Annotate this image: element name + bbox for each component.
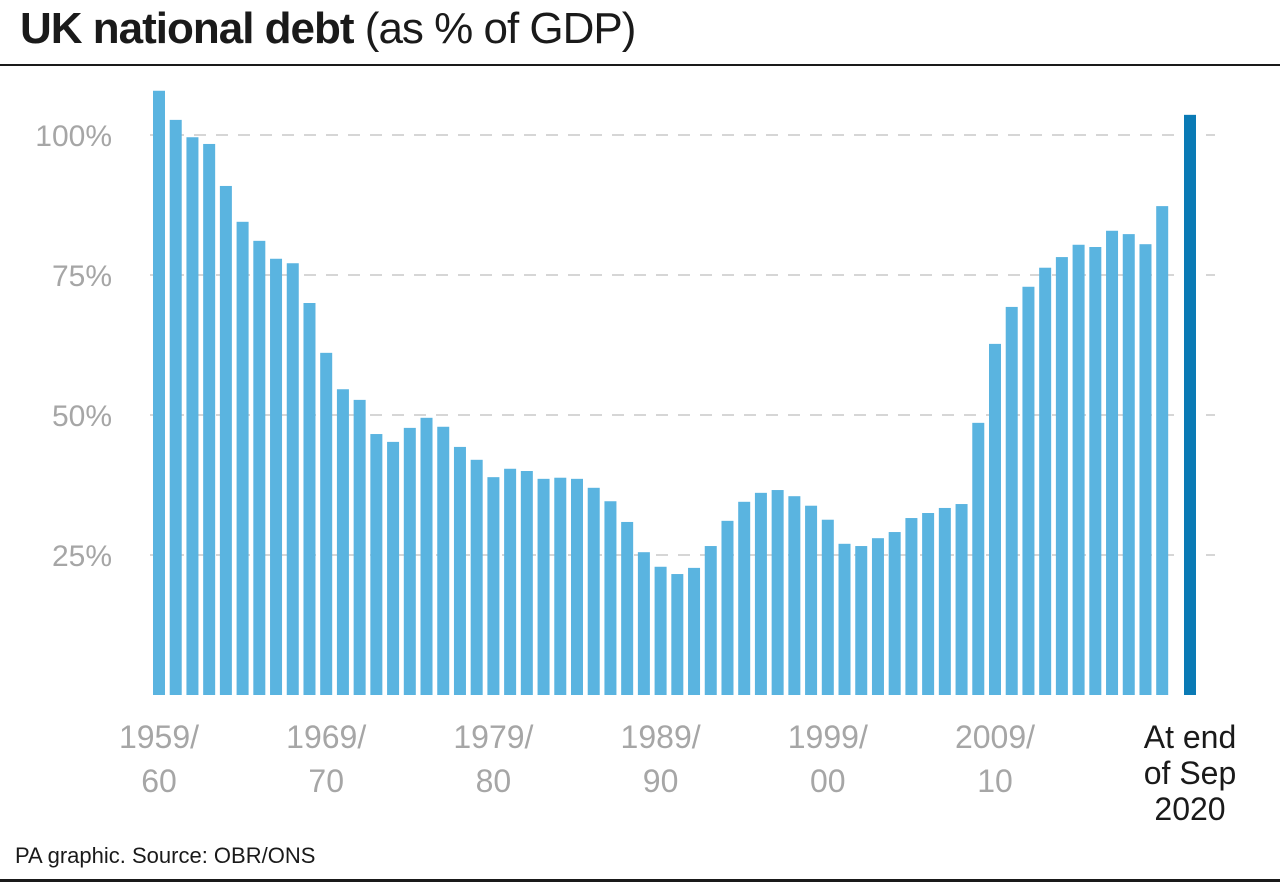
bar (688, 567, 701, 695)
x-tick-label: 80 (476, 763, 512, 799)
bar (671, 574, 684, 695)
bar (219, 185, 232, 695)
bar (587, 487, 600, 695)
bar (1089, 247, 1102, 695)
bar (888, 532, 901, 695)
title-bold: UK national debt (20, 4, 355, 53)
bar (821, 519, 834, 695)
bar (554, 477, 567, 695)
bar (387, 441, 400, 695)
bar (203, 143, 216, 695)
x-tick-label: 00 (810, 763, 846, 799)
bar (437, 426, 450, 695)
bar (353, 399, 366, 695)
bar (470, 459, 483, 695)
title-subtitle: (as % of GDP) (364, 4, 637, 53)
y-tick-label: 100% (35, 120, 112, 153)
bar (922, 513, 935, 695)
bar (1139, 244, 1152, 695)
bar (1072, 244, 1085, 695)
x-tick-label: 2009/ (955, 719, 1035, 755)
bar (253, 240, 266, 695)
bar (654, 566, 667, 695)
bar (153, 90, 165, 695)
x-tick-label: 10 (977, 763, 1013, 799)
bar (604, 501, 617, 695)
x-tick-label: 1999/ (788, 719, 868, 755)
bar (537, 478, 550, 695)
chart-title: UK national debt (as % of GDP) (20, 4, 637, 54)
bar (286, 263, 299, 695)
bar (186, 137, 199, 696)
bar (236, 221, 249, 696)
x-tick-label-highlight: of Sep (1144, 755, 1237, 791)
bar (989, 343, 1001, 695)
y-tick-label: 25% (52, 540, 112, 573)
x-tick-label: 1989/ (621, 719, 701, 755)
bar (571, 478, 583, 695)
bar (370, 434, 383, 695)
x-tick-label: 70 (308, 763, 344, 799)
bar (303, 303, 316, 695)
x-tick-label: 1969/ (286, 719, 366, 755)
bar (905, 518, 918, 695)
bar (955, 504, 968, 695)
bar (855, 546, 868, 695)
bar (453, 446, 466, 695)
bar (504, 468, 517, 695)
bar (1156, 206, 1169, 695)
bar (169, 119, 182, 695)
bar (1106, 230, 1119, 695)
bar (972, 422, 985, 695)
x-tick-label: 1959/ (119, 719, 199, 755)
bar (738, 501, 751, 695)
bar (621, 521, 634, 695)
bar (1039, 267, 1052, 695)
bar (336, 389, 349, 695)
bar (1022, 286, 1035, 695)
bar (771, 490, 784, 695)
y-tick-label: 50% (52, 400, 112, 433)
bottom-rule (0, 879, 1280, 882)
x-tick-label-highlight: At end (1144, 719, 1237, 755)
bar-highlight (1184, 114, 1196, 696)
x-tick-label: 90 (643, 763, 679, 799)
bar (805, 505, 818, 695)
bar (938, 507, 951, 695)
y-tick-label: 75% (52, 260, 112, 293)
x-tick-label: 60 (141, 763, 177, 799)
bar (403, 427, 416, 695)
bar (704, 546, 717, 695)
bar (420, 417, 433, 695)
bar (754, 492, 767, 695)
bar (788, 496, 801, 695)
bar (1122, 234, 1135, 695)
x-tick-label-highlight: 2020 (1154, 791, 1225, 827)
bar (838, 543, 851, 695)
top-rule (0, 64, 1280, 66)
bar (1005, 306, 1018, 695)
bar (871, 538, 884, 695)
bar (487, 477, 500, 695)
bar (637, 552, 650, 695)
bar (320, 352, 333, 695)
bar (721, 520, 734, 695)
bar (520, 471, 533, 695)
bar (270, 258, 283, 695)
source-footer: PA graphic. Source: OBR/ONS (15, 843, 316, 868)
x-tick-label: 1979/ (453, 719, 533, 755)
bar (1055, 257, 1068, 695)
